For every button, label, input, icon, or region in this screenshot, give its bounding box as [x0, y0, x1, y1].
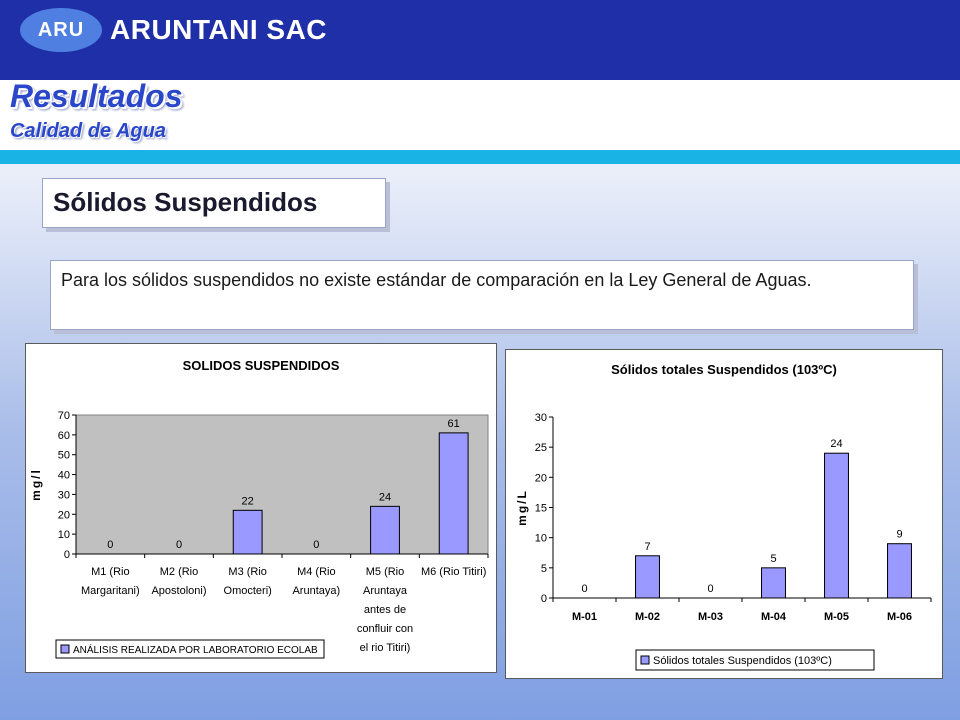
- y-tick-label: 40: [58, 470, 70, 482]
- x-tick-label: antes de: [364, 604, 406, 616]
- data-label: 0: [107, 539, 113, 551]
- x-tick-label: M5 (Rio: [366, 566, 405, 578]
- data-label: 24: [379, 491, 391, 503]
- y-axis-label: mg/l: [29, 468, 43, 501]
- data-label: 24: [830, 438, 842, 450]
- chart-title: SOLIDOS SUSPENDIDOS: [183, 358, 340, 373]
- bar: [887, 543, 912, 599]
- data-label: 0: [581, 583, 587, 595]
- y-tick-label: 70: [58, 410, 70, 422]
- data-label: 0: [313, 539, 319, 551]
- bar: [761, 567, 786, 599]
- x-tick-label: Omocteri): [224, 585, 272, 597]
- x-tick-label: M-02: [635, 611, 660, 623]
- x-tick-label: M-04: [761, 611, 787, 623]
- x-tick-label: M1 (Rio: [91, 566, 130, 578]
- y-tick-label: 30: [58, 489, 70, 501]
- x-tick-label: M3 (Rio: [228, 566, 267, 578]
- bar: [370, 505, 400, 555]
- x-tick-label: M-01: [572, 611, 597, 623]
- x-tick-label: M-03: [698, 611, 723, 623]
- y-tick-label: 0: [541, 593, 547, 605]
- logo-text: ARU: [37, 18, 85, 41]
- chart-solidos-totales-suspendidos: Sólidos totales Suspendidos (103ºC) 0 5 10 1…: [505, 349, 943, 679]
- data-label: 7: [644, 541, 650, 553]
- bar: [635, 555, 660, 599]
- y-tick-label: 25: [535, 442, 547, 454]
- y-tick-label: 20: [535, 472, 547, 484]
- plot-area: [553, 417, 931, 598]
- header-bar: ARU ARUNTANI SAC: [0, 0, 960, 80]
- y-tick-label: 10: [535, 533, 547, 545]
- x-tick-label: confluir con: [357, 623, 413, 635]
- description-text: Para los sólidos suspendidos no existe e…: [50, 260, 914, 330]
- chart-solidos-suspendidos: SOLIDOS SUSPENDIDOS 0 10 20 30 40 50 60 70 mg/l 0 M…: [25, 343, 497, 673]
- y-tick-label: 10: [58, 529, 70, 541]
- legend-label: Sólidos totales Suspendidos (103ºC): [653, 655, 832, 667]
- x-tick-label: Margaritani): [81, 585, 140, 597]
- y-axis-label: mg/L: [515, 489, 529, 526]
- bar: [438, 432, 469, 555]
- x-tick-label: Apostoloni): [151, 585, 206, 597]
- chart-2-svg: Sólidos totales Suspendidos (103ºC) 0 5 10 1…: [515, 362, 932, 671]
- y-tick-label: 20: [58, 509, 70, 521]
- heading-band: [0, 80, 960, 150]
- legend-swatch: [60, 644, 70, 654]
- page-subtitle: Calidad de Agua: [10, 120, 166, 142]
- data-label: 5: [770, 553, 776, 565]
- x-tick-label: M4 (Rio: [297, 566, 336, 578]
- y-tick-label: 50: [58, 450, 70, 462]
- section-heading: Sólidos Suspendidos: [42, 178, 386, 228]
- company-name: ARUNTANI SAC: [110, 14, 328, 45]
- data-label: 61: [448, 418, 460, 430]
- data-label: 22: [242, 495, 254, 507]
- plot-area: [75, 414, 489, 555]
- data-label: 0: [707, 583, 713, 595]
- x-tick-label: Aruntaya: [363, 585, 408, 597]
- legend-swatch: [640, 655, 650, 665]
- bar: [824, 452, 849, 599]
- y-tick-label: 5: [541, 563, 547, 575]
- x-tick-label: Aruntaya): [292, 585, 340, 597]
- y-tick-label: 60: [58, 430, 70, 442]
- x-tick-label: M-06: [887, 611, 912, 623]
- x-tick-label: M2 (Rio: [160, 566, 199, 578]
- data-label: 9: [896, 529, 902, 541]
- y-tick-label: 0: [64, 549, 70, 561]
- chart-1-svg: SOLIDOS SUSPENDIDOS 0 10 20 30 40 50 60 70 mg/l 0 M…: [29, 358, 489, 659]
- accent-divider: [0, 150, 960, 164]
- data-label: 0: [176, 539, 182, 551]
- page-title: Resultados: [10, 78, 183, 114]
- y-tick-label: 30: [535, 412, 547, 424]
- legend-label: ANÁLISIS REALIZADA POR LABORATORIO ECOLA…: [73, 643, 318, 656]
- legend-box: [55, 639, 325, 659]
- bar: [232, 509, 263, 555]
- legend-box: [635, 649, 875, 671]
- chart-title: Sólidos totales Suspendidos (103ºC): [611, 362, 837, 377]
- x-tick-label: el rio Titiri): [360, 642, 411, 654]
- company-logo: ARU: [20, 8, 102, 52]
- x-tick-label: M-05: [824, 611, 849, 623]
- y-tick-label: 15: [535, 503, 547, 515]
- x-tick-label: M6 (Rio Titiri): [421, 566, 486, 578]
